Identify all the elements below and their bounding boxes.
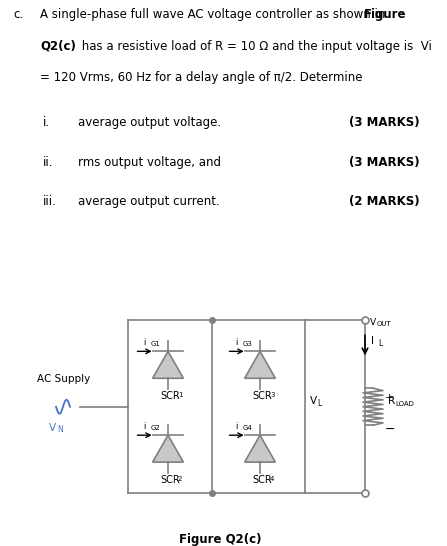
- Text: V: V: [49, 423, 56, 433]
- Text: 2: 2: [178, 476, 182, 482]
- Text: 4: 4: [270, 476, 274, 482]
- Text: i: i: [143, 339, 146, 347]
- Text: (3 MARKS): (3 MARKS): [349, 156, 419, 169]
- Text: c.: c.: [13, 8, 24, 21]
- Text: 3: 3: [270, 392, 274, 398]
- Text: Figure Q2(c): Figure Q2(c): [179, 533, 261, 546]
- Text: I: I: [371, 336, 374, 346]
- Text: L: L: [317, 399, 321, 408]
- Text: average output current.: average output current.: [78, 195, 220, 208]
- Text: average output voltage.: average output voltage.: [78, 116, 221, 129]
- Text: Q2(c): Q2(c): [40, 40, 76, 52]
- Polygon shape: [152, 351, 183, 378]
- Text: G1: G1: [151, 341, 160, 347]
- Text: = 120 Vrms, 60 Hz for a delay angle of π/2. Determine: = 120 Vrms, 60 Hz for a delay angle of π…: [40, 71, 363, 84]
- Text: SCR: SCR: [160, 391, 180, 401]
- Text: rms output voltage, and: rms output voltage, and: [78, 156, 221, 169]
- Text: OUT: OUT: [377, 322, 392, 328]
- Text: L: L: [378, 339, 382, 348]
- Text: A single-phase full wave AC voltage controller as shown in: A single-phase full wave AC voltage cont…: [40, 8, 389, 21]
- Polygon shape: [245, 435, 275, 462]
- Text: +: +: [385, 393, 394, 403]
- Text: 1: 1: [178, 392, 182, 398]
- Text: i.: i.: [42, 116, 50, 129]
- Polygon shape: [245, 351, 275, 378]
- Text: (3 MARKS): (3 MARKS): [349, 116, 419, 129]
- Text: −: −: [385, 423, 396, 436]
- Text: V: V: [370, 318, 376, 328]
- Text: G2: G2: [151, 425, 160, 431]
- Text: SCR: SCR: [252, 474, 272, 485]
- Text: Figure: Figure: [364, 8, 407, 21]
- Text: N: N: [57, 425, 63, 434]
- Text: ii.: ii.: [42, 156, 53, 169]
- Text: G3: G3: [243, 341, 253, 347]
- Text: AC Supply: AC Supply: [37, 374, 90, 384]
- Text: i: i: [143, 422, 146, 431]
- Text: G4: G4: [243, 425, 253, 431]
- Text: i: i: [236, 339, 238, 347]
- Text: SCR: SCR: [160, 474, 180, 485]
- Text: LOAD: LOAD: [395, 401, 414, 407]
- Text: V: V: [310, 396, 317, 406]
- Polygon shape: [152, 435, 183, 462]
- Text: i: i: [236, 422, 238, 431]
- Text: R: R: [388, 396, 395, 406]
- Text: has a resistive load of R = 10 Ω and the input voltage is  Vi: has a resistive load of R = 10 Ω and the…: [78, 40, 432, 52]
- Text: SCR: SCR: [252, 391, 272, 401]
- Text: iii.: iii.: [42, 195, 56, 208]
- Text: (2 MARKS): (2 MARKS): [349, 195, 419, 208]
